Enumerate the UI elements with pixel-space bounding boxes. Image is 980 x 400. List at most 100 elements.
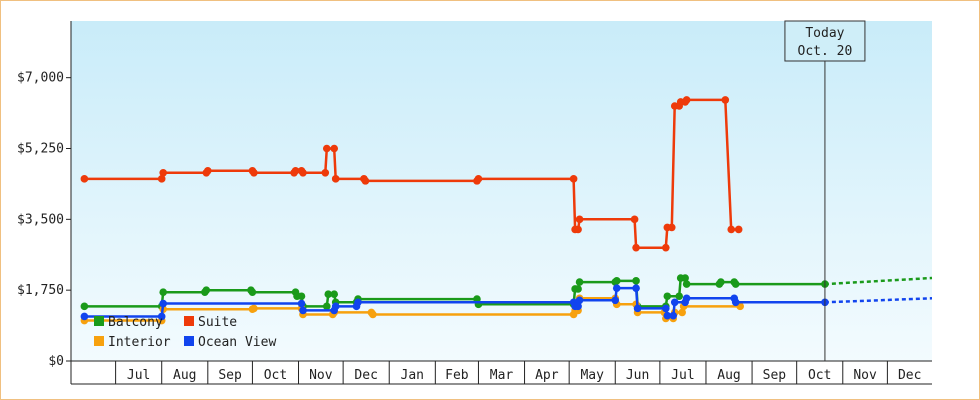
legend-swatch [94, 316, 104, 326]
data-point[interactable] [721, 96, 730, 104]
data-point[interactable] [80, 312, 89, 321]
x-tick-label: Jun [626, 368, 649, 383]
data-point[interactable] [611, 296, 620, 305]
x-tick-label: Sep [218, 368, 242, 383]
data-point[interactable] [669, 311, 678, 320]
today-marker: Today Oct. 20 [784, 20, 866, 361]
data-point[interactable] [675, 292, 684, 301]
data-point[interactable] [575, 215, 584, 224]
month-axis: Jul Aug Sep Oct Nov Dec Jan Feb Mar Apr May Jun Jul A… [70, 360, 932, 385]
data-point[interactable] [474, 175, 483, 183]
data-point[interactable] [297, 299, 306, 308]
legend-item[interactable]: Ocean View [184, 335, 276, 350]
legend-item[interactable]: Suite [184, 315, 237, 330]
data-point[interactable] [322, 144, 331, 153]
x-tick-label: Jul [671, 368, 694, 383]
data-point[interactable] [632, 243, 640, 252]
data-point[interactable] [159, 299, 167, 308]
data-point[interactable] [330, 144, 339, 153]
data-point[interactable] [574, 285, 582, 293]
data-point[interactable] [331, 302, 340, 311]
legend-swatch [184, 316, 194, 326]
data-point[interactable] [299, 168, 307, 177]
y-tick-label: $3,500 [17, 212, 64, 227]
data-point[interactable] [575, 278, 584, 286]
data-point[interactable] [681, 274, 689, 282]
x-tick-label: Dec [354, 368, 377, 383]
data-point[interactable] [682, 294, 691, 303]
data-point[interactable] [159, 288, 167, 296]
legend-item[interactable]: Interior [94, 335, 171, 350]
legend-label: Ocean View [198, 335, 276, 350]
data-point[interactable] [574, 225, 582, 234]
x-tick-label: Aug [173, 368, 196, 383]
data-point[interactable] [250, 304, 258, 313]
legend: Balcony Suite Interior Ocean View [94, 315, 276, 350]
data-point[interactable] [678, 308, 686, 317]
legend-swatch [184, 336, 194, 346]
data-point[interactable] [248, 288, 257, 296]
legend-label: Balcony [108, 315, 163, 330]
data-point[interactable] [734, 225, 743, 234]
data-point[interactable] [324, 290, 333, 299]
legend-item[interactable]: Balcony [94, 315, 163, 330]
data-point[interactable] [361, 177, 370, 185]
data-point[interactable] [632, 284, 640, 292]
data-point[interactable] [682, 96, 691, 104]
data-point[interactable] [632, 277, 640, 285]
x-tick-label: Nov [853, 368, 877, 383]
forecast-line [824, 297, 933, 304]
data-point[interactable] [670, 298, 679, 307]
data-point[interactable] [250, 168, 258, 177]
data-point[interactable] [663, 292, 672, 301]
data-point[interactable] [663, 311, 672, 320]
data-point[interactable] [157, 175, 166, 183]
x-tick-label: Jan [401, 368, 424, 383]
data-point[interactable] [731, 280, 740, 288]
data-point[interactable] [662, 243, 670, 252]
data-point[interactable] [297, 292, 306, 301]
data-point[interactable] [159, 168, 167, 177]
data-point[interactable] [331, 175, 340, 183]
data-point[interactable] [291, 166, 300, 175]
data-point[interactable] [575, 296, 584, 305]
data-point[interactable] [80, 302, 89, 311]
data-point[interactable] [717, 278, 725, 286]
data-point[interactable] [204, 166, 212, 175]
series-ocean-view [80, 284, 933, 321]
data-point[interactable] [630, 215, 639, 224]
y-tick-label: $0 [48, 354, 64, 369]
x-tick-label: Oct [808, 368, 831, 383]
today-label: Today [805, 26, 844, 41]
data-point[interactable] [157, 312, 166, 321]
x-tick-label: Dec [898, 368, 921, 383]
data-point[interactable] [574, 302, 582, 311]
data-point[interactable] [299, 306, 307, 315]
y-tick-label: $5,250 [17, 142, 64, 157]
data-point[interactable] [727, 225, 736, 234]
x-tick-label: Nov [309, 368, 333, 383]
x-tick-label: Feb [445, 368, 469, 383]
data-point[interactable] [569, 175, 578, 183]
data-point[interactable] [321, 168, 330, 177]
x-tick-label: May [580, 368, 604, 383]
data-point[interactable] [354, 298, 362, 307]
data-point[interactable] [662, 304, 670, 313]
data-point[interactable] [682, 280, 691, 288]
data-point[interactable] [330, 290, 339, 299]
data-point[interactable] [731, 298, 740, 307]
y-axis: $0 $1,750 $3,500 $5,250 $7,000 [17, 21, 72, 369]
data-point[interactable] [322, 302, 331, 311]
today-box [784, 20, 866, 62]
data-point[interactable] [80, 175, 89, 183]
data-point[interactable] [369, 310, 377, 319]
data-point[interactable] [612, 277, 621, 285]
x-tick-label: Mar [490, 368, 514, 383]
data-point[interactable] [633, 304, 642, 313]
data-point[interactable] [612, 284, 621, 292]
data-point[interactable] [667, 223, 676, 232]
data-point[interactable] [202, 286, 211, 294]
x-tick-label: Apr [535, 368, 559, 383]
